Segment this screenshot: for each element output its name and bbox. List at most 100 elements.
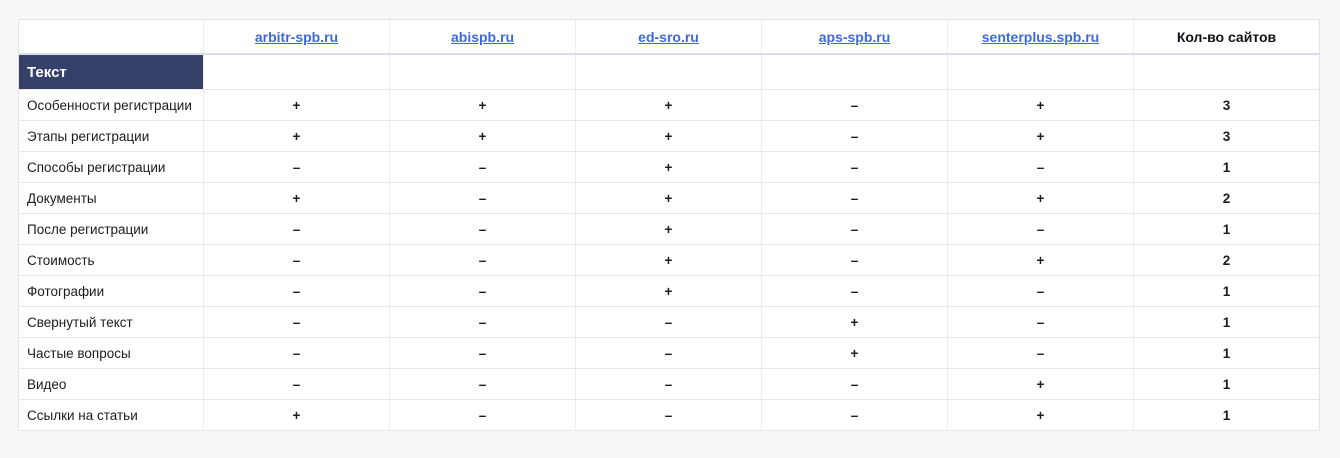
table-body: Текст Особенности регистрации + + + – +3 Этапы…: [18, 54, 1320, 431]
minus-cell: –: [575, 306, 762, 338]
plus-cell: +: [389, 89, 576, 121]
minus-cell: –: [203, 275, 390, 307]
empty-cell: [575, 54, 762, 90]
corner-header-cell: [18, 19, 204, 55]
minus-cell: –: [203, 337, 390, 369]
empty-cell: [203, 54, 390, 90]
table-row: Этапы регистрации + + + – +3: [18, 120, 1320, 152]
table-row: Документы + – + – +2: [18, 182, 1320, 214]
minus-cell: –: [389, 399, 576, 431]
site-count-cell: 2: [1133, 244, 1320, 276]
plus-cell: +: [575, 151, 762, 183]
table-row: Ссылки на статьи + – – – +1: [18, 399, 1320, 431]
minus-cell: –: [761, 213, 948, 245]
minus-cell: –: [575, 368, 762, 400]
site-count-cell: 1: [1133, 399, 1320, 431]
minus-cell: –: [203, 244, 390, 276]
table-row: Частые вопросы – – – + –1: [18, 337, 1320, 369]
plus-cell: +: [947, 244, 1134, 276]
minus-cell: –: [389, 151, 576, 183]
header-row: arbitr-spb.ru abispb.ru ed-sro.ru aps-sp…: [18, 19, 1320, 55]
minus-cell: –: [203, 151, 390, 183]
minus-cell: –: [947, 337, 1134, 369]
column-header-arbitr-spb: arbitr-spb.ru: [203, 19, 390, 55]
minus-cell: –: [761, 399, 948, 431]
site-link-arbitr-spb[interactable]: arbitr-spb.ru: [254, 28, 339, 45]
minus-cell: –: [389, 337, 576, 369]
minus-cell: –: [761, 89, 948, 121]
section-label: Текст: [18, 54, 204, 90]
minus-cell: –: [389, 213, 576, 245]
site-link-aps-spb[interactable]: aps-spb.ru: [818, 28, 891, 45]
table-row: Видео – – – – +1: [18, 368, 1320, 400]
minus-cell: –: [761, 120, 948, 152]
table-row: После регистрации – – + – –1: [18, 213, 1320, 245]
minus-cell: –: [761, 151, 948, 183]
row-label: Особенности регистрации: [18, 89, 204, 121]
plus-cell: +: [575, 89, 762, 121]
minus-cell: –: [203, 368, 390, 400]
row-label: Частые вопросы: [18, 337, 204, 369]
empty-cell: [947, 54, 1134, 90]
row-label: Видео: [18, 368, 204, 400]
site-count-cell: 1: [1133, 306, 1320, 338]
minus-cell: –: [761, 244, 948, 276]
site-count-cell: 2: [1133, 182, 1320, 214]
section-row-text: Текст: [18, 54, 1320, 90]
plus-cell: +: [947, 89, 1134, 121]
plus-cell: +: [761, 306, 948, 338]
table-row: Особенности регистрации + + + – +3: [18, 89, 1320, 121]
site-count-cell: 1: [1133, 275, 1320, 307]
empty-cell: [761, 54, 948, 90]
minus-cell: –: [947, 275, 1134, 307]
minus-cell: –: [203, 306, 390, 338]
site-link-senterplus[interactable]: senterplus.spb.ru: [981, 28, 1100, 45]
plus-cell: +: [203, 182, 390, 214]
plus-cell: +: [947, 120, 1134, 152]
table-row: Фотографии – – + – –1: [18, 275, 1320, 307]
column-header-aps-spb: aps-spb.ru: [761, 19, 948, 55]
site-count-cell: 1: [1133, 213, 1320, 245]
minus-cell: –: [389, 182, 576, 214]
site-count-cell: 3: [1133, 120, 1320, 152]
plus-cell: +: [203, 89, 390, 121]
plus-cell: +: [203, 120, 390, 152]
table-row: Способы регистрации – – + – –1: [18, 151, 1320, 183]
plus-cell: +: [575, 213, 762, 245]
column-header-site-count: Кол-во сайтов: [1133, 19, 1320, 55]
minus-cell: –: [947, 306, 1134, 338]
row-label: Свернутый текст: [18, 306, 204, 338]
plus-cell: +: [761, 337, 948, 369]
plus-cell: +: [575, 182, 762, 214]
minus-cell: –: [389, 306, 576, 338]
site-link-abispb[interactable]: abispb.ru: [450, 28, 514, 45]
table-row: Стоимость – – + – +2: [18, 244, 1320, 276]
site-count-cell: 3: [1133, 89, 1320, 121]
row-label: Этапы регистрации: [18, 120, 204, 152]
row-label: Ссылки на статьи: [18, 399, 204, 431]
minus-cell: –: [575, 399, 762, 431]
minus-cell: –: [389, 368, 576, 400]
plus-cell: +: [203, 399, 390, 431]
plus-cell: +: [389, 120, 576, 152]
minus-cell: –: [389, 244, 576, 276]
minus-cell: –: [761, 368, 948, 400]
empty-cell: [1133, 54, 1320, 90]
site-count-cell: 1: [1133, 151, 1320, 183]
minus-cell: –: [947, 213, 1134, 245]
row-label: Фотографии: [18, 275, 204, 307]
minus-cell: –: [761, 182, 948, 214]
minus-cell: –: [575, 337, 762, 369]
site-link-ed-sro[interactable]: ed-sro.ru: [638, 28, 699, 45]
plus-cell: +: [947, 399, 1134, 431]
plus-cell: +: [575, 244, 762, 276]
site-count-cell: 1: [1133, 368, 1320, 400]
empty-cell: [389, 54, 576, 90]
site-count-cell: 1: [1133, 337, 1320, 369]
row-label: Документы: [18, 182, 204, 214]
column-header-abispb: abispb.ru: [389, 19, 576, 55]
table-row: Свернутый текст – – – + –1: [18, 306, 1320, 338]
row-label: Способы регистрации: [18, 151, 204, 183]
minus-cell: –: [761, 275, 948, 307]
